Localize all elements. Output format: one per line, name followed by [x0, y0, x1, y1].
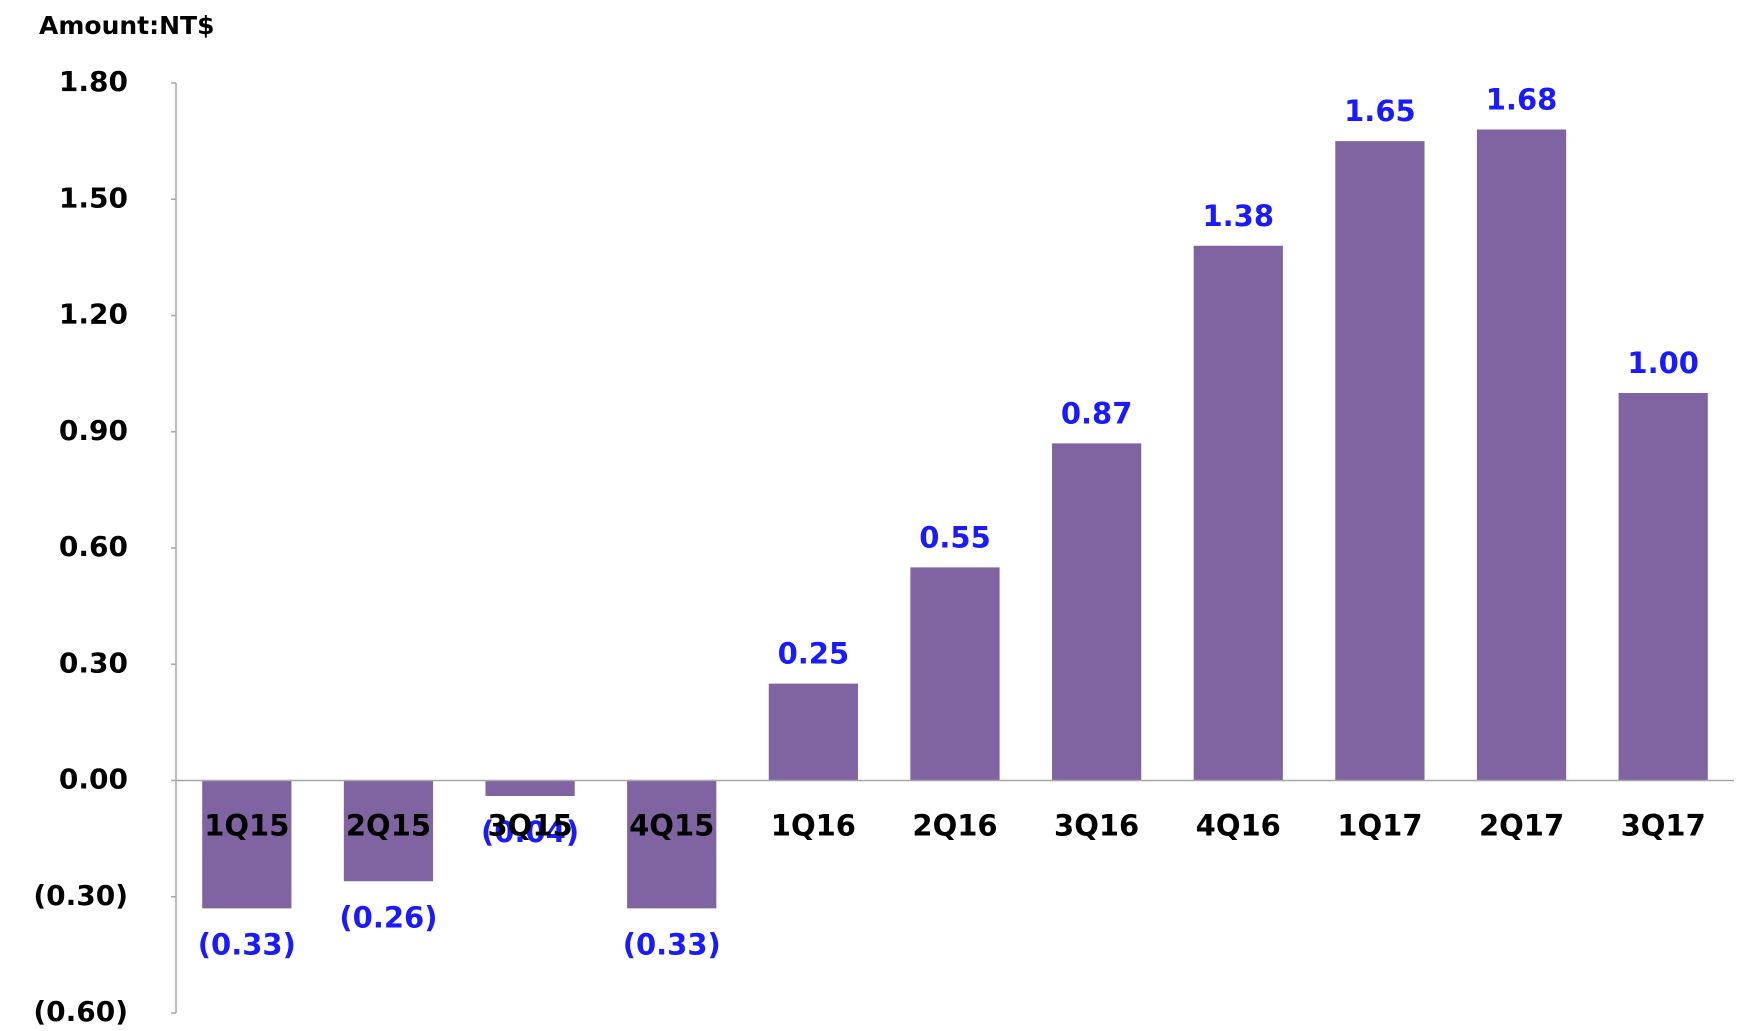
x-tick-label: 1Q16: [771, 809, 856, 843]
value-label: 1.65: [1344, 94, 1416, 128]
y-tick-label: (0.30): [33, 879, 128, 912]
bar: [1193, 245, 1283, 781]
x-tick-label: 1Q15: [204, 809, 289, 843]
y-tick-label: 0.30: [59, 646, 128, 679]
x-tick-label: 3Q16: [1054, 809, 1139, 843]
y-tick-label: 1.80: [59, 65, 128, 98]
bar: [1476, 129, 1567, 781]
y-tick-label: 1.50: [59, 181, 128, 214]
x-tick-label: 4Q15: [629, 809, 714, 843]
x-tick-label: 1Q17: [1337, 809, 1422, 843]
y-tick-label: 0.00: [59, 763, 128, 796]
x-tick-label: 3Q17: [1621, 809, 1706, 843]
bar: [1335, 141, 1425, 781]
x-tick-label: 2Q15: [346, 809, 431, 843]
value-label: (0.26): [339, 900, 437, 934]
bar: [910, 567, 1000, 781]
y-tick-label: 0.90: [59, 414, 128, 447]
value-label: 0.87: [1061, 396, 1133, 430]
value-label: (0.33): [623, 927, 721, 961]
axis-title: Amount:NT$: [39, 11, 215, 40]
bar: [202, 780, 292, 909]
bar: [627, 780, 717, 909]
x-tick-label: 4Q16: [1196, 809, 1281, 843]
x-tick-label: 3Q15: [487, 809, 572, 843]
x-tick-label: 2Q17: [1479, 809, 1564, 843]
y-tick-label: 1.20: [59, 298, 128, 331]
value-label: 0.55: [919, 520, 991, 554]
bar: [1618, 393, 1708, 781]
bar: [485, 780, 575, 796]
bar: [343, 780, 434, 882]
value-label: 1.00: [1627, 346, 1699, 380]
value-label: 0.25: [778, 637, 850, 671]
value-label: 1.68: [1486, 83, 1558, 117]
y-tick-label: (0.60): [33, 995, 128, 1028]
bar: [1052, 443, 1142, 781]
value-label: (0.33): [198, 927, 296, 961]
x-tick-label: 2Q16: [912, 809, 997, 843]
bar: [768, 683, 858, 781]
value-label: (0.04): [481, 815, 579, 849]
value-label: 1.38: [1202, 199, 1274, 233]
y-tick-label: 0.60: [59, 530, 128, 563]
